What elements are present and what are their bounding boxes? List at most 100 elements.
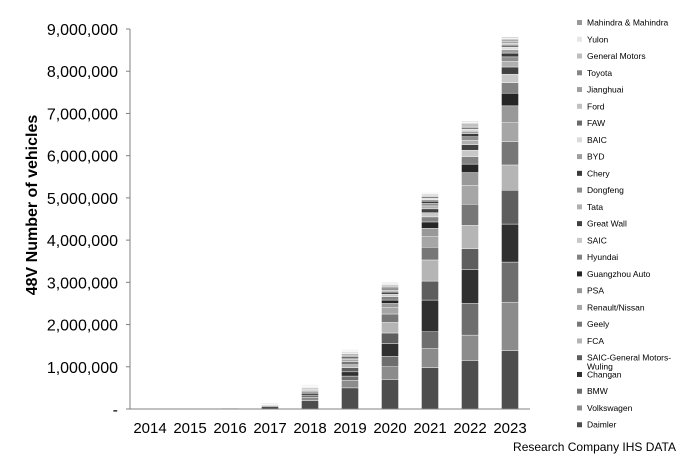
bar-segment (501, 52, 519, 58)
legend-swatch (577, 371, 582, 377)
y-axis-label: 48V Number of vehicles (24, 115, 41, 296)
bar-segment (501, 92, 519, 107)
bar-segment (461, 360, 479, 410)
bar-segment (501, 39, 519, 42)
bar-segment (461, 144, 479, 151)
x-tick-label: 2018 (293, 420, 326, 437)
bar-segment (501, 223, 519, 263)
bar-segment (381, 293, 399, 297)
legend-label: Great Wall (587, 219, 627, 229)
bar-segment (501, 73, 519, 83)
bar-segment (381, 379, 399, 410)
bar-segment (501, 141, 519, 166)
bar-segment (461, 163, 479, 173)
bar-segment (501, 41, 519, 44)
bar-segment (341, 380, 359, 389)
bar-segment (461, 149, 479, 157)
bar-segment (421, 348, 439, 368)
bar-segment (461, 225, 479, 249)
legend-swatch (577, 221, 582, 227)
bar-segment (341, 349, 359, 351)
legend-swatch (577, 87, 582, 93)
y-tick-label: 2,000,000 (47, 318, 118, 335)
bar-segment (301, 393, 319, 396)
bar-segment (501, 261, 519, 303)
bar-segment (501, 56, 519, 62)
legend-swatch (577, 388, 582, 394)
bar-segment (461, 127, 479, 130)
y-tick-label: 1,000,000 (47, 360, 118, 377)
y-tick-label: 3,000,000 (47, 275, 118, 292)
bar-segment (421, 208, 439, 213)
bar-segment (461, 334, 479, 361)
bar-segment (381, 288, 399, 291)
x-tick-label: 2016 (213, 420, 246, 437)
bar-segment (501, 122, 519, 142)
legend-swatch (577, 422, 582, 428)
legend-label: Toyota (587, 68, 612, 78)
bar-segment (501, 82, 519, 94)
bar-segment (421, 331, 439, 349)
bar-segment (421, 212, 439, 218)
bar-segment (421, 203, 439, 207)
bar-segment (421, 367, 439, 410)
bar-segment (381, 343, 399, 357)
legend-swatch (577, 338, 582, 344)
legend-swatch (577, 120, 582, 126)
y-tick-label: 4,000,000 (47, 233, 118, 250)
legend-label: SAIC-General Motors-Wuling (587, 353, 671, 372)
bar-segment (501, 190, 519, 225)
bar-segment (421, 201, 439, 204)
bar-segment (501, 301, 519, 351)
legend-label: BMW (587, 386, 608, 396)
bar-segment (501, 49, 519, 54)
legend-label: Yulon (587, 34, 609, 44)
bar-segment (341, 375, 359, 381)
x-axis: 2014 2015 2016 2017 2018 2019 2020 2021 2022 2023 (130, 408, 530, 437)
source-note: Research Company IHS DATA (513, 440, 676, 454)
legend-swatch (577, 288, 582, 294)
bar-segment (421, 228, 439, 237)
legend-label: FCA (587, 336, 604, 346)
bar-segment (421, 247, 439, 261)
bar-segment (421, 197, 439, 200)
bar-segment (421, 192, 439, 194)
bar-segment (381, 303, 399, 308)
bar-segment (381, 366, 399, 380)
x-tick-label: 2023 (493, 420, 526, 437)
legend-label: PSA (587, 286, 604, 296)
legend-label: General Motors (587, 51, 646, 61)
legend-label: Changan (587, 369, 622, 379)
bar-segment (341, 359, 359, 362)
bar-segment (461, 125, 479, 128)
bar-segment (301, 400, 319, 410)
bar-segment (461, 128, 479, 132)
x-tick-label: 2019 (333, 420, 366, 437)
legend-swatch (577, 53, 582, 59)
y-tick-label: 9,000,000 (47, 22, 118, 39)
bar-segment (461, 140, 479, 145)
legend-label: Ford (587, 101, 605, 111)
legend-label: Renault/Nissan (587, 302, 645, 312)
bar-segment (341, 371, 359, 377)
legend-swatch (577, 103, 582, 109)
legend-swatch (577, 137, 582, 143)
bar-segment (341, 364, 359, 368)
legend-swatch (577, 204, 582, 210)
x-tick-label: 2015 (173, 420, 206, 437)
bar-segment (341, 357, 359, 360)
legend-label: Guangzhou Auto (587, 269, 651, 279)
bar-segment (341, 361, 359, 365)
bar-segment (501, 66, 519, 75)
legend: Mahindra & Mahindra Yulon General Motors To… (577, 18, 671, 430)
bar-segment (301, 384, 319, 386)
bar-segment (381, 296, 399, 301)
bar-segment (501, 42, 519, 46)
legend-swatch (577, 70, 582, 76)
bar-segment (421, 216, 439, 223)
legend-label: SAIC (587, 235, 607, 245)
legend-label: Volkswagen (587, 403, 633, 413)
y-tick-label: 8,000,000 (47, 64, 118, 81)
legend-swatch (577, 355, 582, 361)
